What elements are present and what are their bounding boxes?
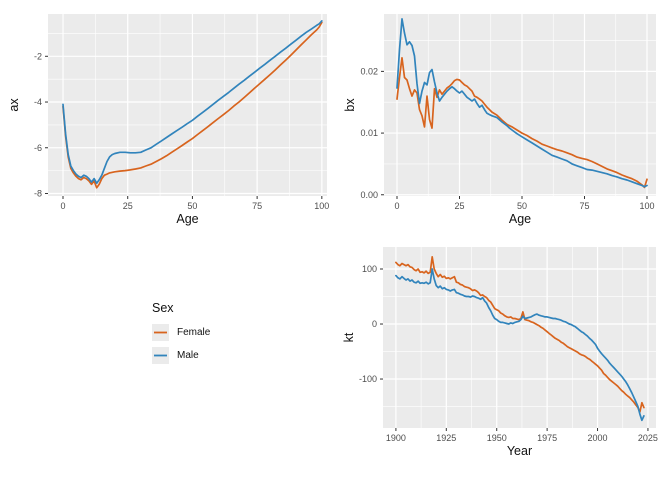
x-tick-label: 2025 (638, 433, 658, 443)
x-tick-label: 100 (639, 201, 654, 211)
x-tick-label: 0 (394, 201, 399, 211)
legend: Sex Female Male (152, 301, 210, 370)
x-tick-label: 0 (61, 201, 66, 211)
x-tick-label: 50 (187, 201, 197, 211)
kt-chart: 1900 1925 1950 1975 2000 2025 100 0 -100 Year kt (336, 240, 672, 485)
legend-label-male: Male (177, 350, 199, 361)
y-tick-label: -4 (34, 97, 42, 107)
x-tick-label: 1900 (386, 433, 406, 443)
legend-item-male: Male (152, 347, 210, 364)
male-line-key-icon (152, 347, 169, 364)
female-line-series (396, 56, 648, 189)
female-line-key-icon (152, 324, 169, 341)
y-tick-label: 0.00 (360, 190, 378, 200)
legend-label-female: Female (177, 327, 211, 338)
y-tick-label: -2 (34, 51, 42, 61)
male-line-series (395, 268, 645, 422)
x-tick-label: 75 (252, 201, 262, 211)
male-line-series (62, 20, 323, 185)
legend-item-female: Female (152, 324, 210, 341)
x-tick-label: 25 (454, 201, 464, 211)
y-tick-label: 0.02 (360, 66, 378, 76)
x-tick-label: 1950 (487, 433, 507, 443)
x-tick-label: 50 (517, 201, 527, 211)
y-tick-label: 0 (372, 319, 377, 329)
y-tick-label: -100 (359, 374, 377, 384)
y-tick-label: -8 (34, 188, 42, 198)
ax-chart: 0 25 50 75 100 -2 -4 -6 -8 Age ax (0, 0, 336, 245)
y-tick-label: -6 (34, 143, 42, 153)
x-tick-label: 1925 (436, 433, 456, 443)
x-axis-title: Year (507, 444, 532, 458)
y-tick-label: 0.01 (360, 128, 378, 138)
x-axis-title: Age (176, 212, 198, 226)
x-tick-label: 1975 (537, 433, 557, 443)
y-tick-label: 100 (362, 264, 377, 274)
y-axis-title: ax (7, 98, 21, 112)
x-tick-label: 75 (579, 201, 589, 211)
male-line-series (396, 18, 648, 188)
female-line-series (62, 21, 323, 189)
x-axis-title: Age (509, 212, 531, 226)
x-tick-label: 100 (314, 201, 329, 211)
legend-title: Sex (152, 301, 174, 315)
bx-chart: 0 25 50 75 100 0.00 0.01 0.02 Age bx (336, 0, 672, 245)
x-tick-label: 2000 (588, 433, 608, 443)
x-tick-label: 25 (123, 201, 133, 211)
y-axis-title: kt (342, 332, 356, 342)
female-line-series (395, 256, 645, 413)
y-axis-title: bx (343, 98, 357, 112)
